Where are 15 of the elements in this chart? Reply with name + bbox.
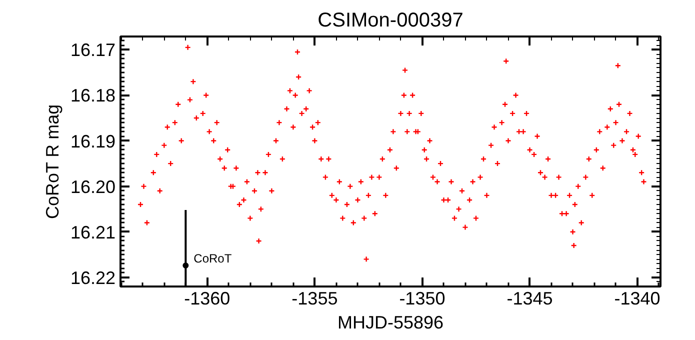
y-tick-label: 16.17 (70, 40, 116, 60)
chart-title: CSIMon-000397 (318, 10, 464, 32)
y-tick-label: 16.21 (70, 222, 116, 242)
y-axis-title: CoRoT R mag (42, 104, 62, 220)
series-label: CoRoT (194, 252, 232, 266)
x-axis-title: MHJD-55896 (337, 312, 444, 332)
x-tick-label: -1360 (184, 288, 230, 308)
y-tick-label: 16.18 (70, 86, 116, 106)
y-tick-label: 16.22 (70, 268, 116, 288)
x-tick-label: -1340 (614, 288, 660, 308)
y-tick-label: 16.20 (70, 176, 116, 197)
x-tick-label: -1350 (399, 288, 446, 308)
y-tick-label: 16.19 (70, 131, 116, 152)
x-tick-label: -1355 (292, 288, 338, 308)
x-tick-label: -1345 (506, 288, 553, 308)
